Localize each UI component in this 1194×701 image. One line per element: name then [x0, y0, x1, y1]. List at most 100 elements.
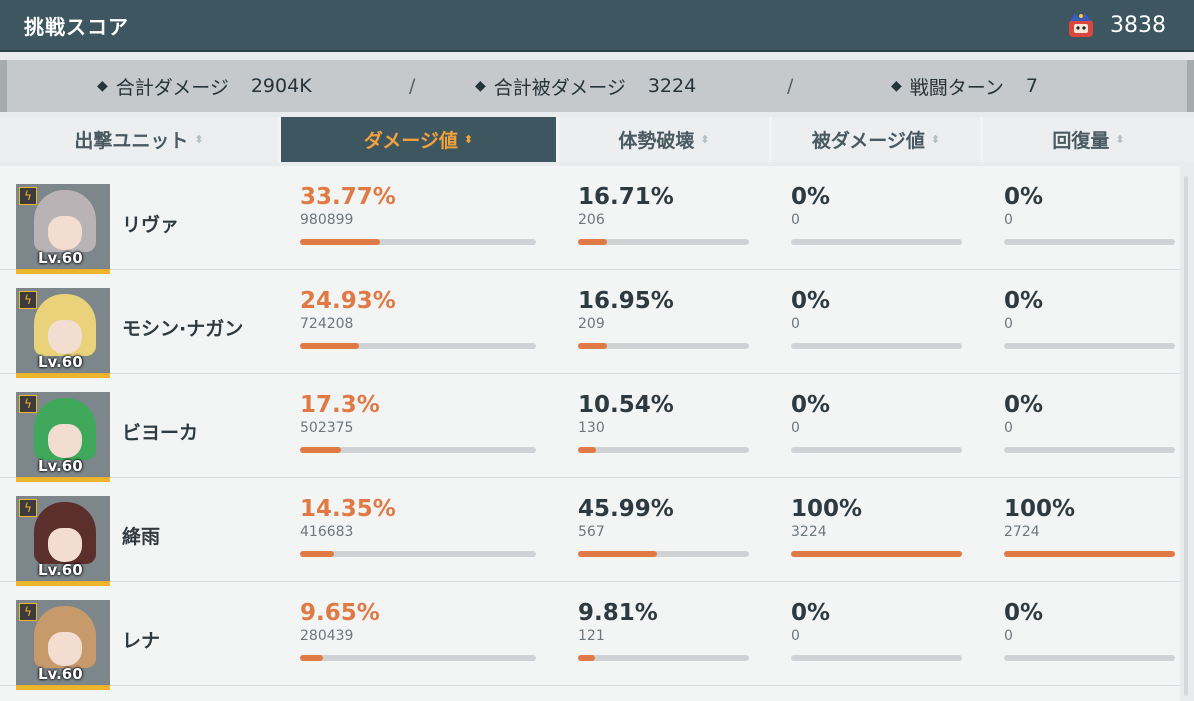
table-row[interactable]: ϟ Lv.60 リヴァ 33.77% 980899 16.71% 206 0% … — [0, 166, 1180, 274]
unit-level: Lv.60 — [38, 561, 83, 579]
taken-cell: 0% 0 — [791, 600, 830, 644]
unit-portrait: ϟ Lv.60 — [16, 184, 110, 274]
unit-portrait: ϟ Lv.60 — [16, 392, 110, 482]
break-cell: 9.81% 121 — [578, 600, 658, 644]
break-percent: 16.71% — [578, 184, 674, 210]
damage-bar — [300, 239, 536, 245]
heal-bar — [1004, 655, 1175, 661]
unit-name: ビヨーカ — [122, 422, 199, 444]
break-bar — [578, 551, 749, 557]
lightning-icon: ϟ — [19, 603, 37, 621]
break-value: 121 — [578, 628, 605, 644]
taken-cell: 100% 3224 — [791, 496, 862, 540]
damage-cell: 9.65% 280439 — [300, 600, 380, 644]
column-header-unit[interactable]: 出撃ユニット ⬍ — [0, 117, 278, 162]
break-bar — [578, 239, 749, 245]
heal-percent: 100% — [1004, 496, 1076, 522]
heal-value: 0 — [1004, 420, 1013, 436]
heal-percent: 0% — [1004, 600, 1044, 626]
progress-fill — [300, 343, 359, 349]
taken-bar — [791, 343, 962, 349]
unit-level: Lv.60 — [38, 353, 83, 371]
column-header-damage[interactable]: ダメージ値 ⬍ — [281, 117, 556, 162]
separator: / — [409, 75, 416, 97]
progress-fill — [578, 447, 597, 453]
progress-fill — [300, 655, 323, 661]
heal-cell: 100% 2724 — [1004, 496, 1075, 540]
taken-percent: 0% — [791, 184, 831, 210]
damage-bar — [300, 447, 536, 453]
damage-cell: 24.93% 724208 — [300, 288, 396, 332]
heal-value: 0 — [1004, 316, 1013, 332]
unit-portrait: ϟ Lv.60 — [16, 496, 110, 586]
damage-percent: 24.93% — [300, 288, 396, 314]
table-row[interactable]: ϟ Lv.60 レナ 9.65% 280439 9.81% 121 0% 0 0… — [0, 582, 1180, 690]
column-header-label: 回復量 — [1052, 130, 1110, 152]
column-header-heal[interactable]: 回復量 ⬍ — [983, 117, 1194, 162]
break-value: 130 — [578, 420, 605, 436]
separator: / — [787, 75, 794, 97]
total-taken-label: 合計被ダメージ — [493, 76, 626, 99]
title-bar: 挑戦スコア 3838 — [0, 0, 1194, 52]
damage-percent: 33.77% — [300, 184, 396, 210]
heal-percent: 0% — [1004, 392, 1044, 418]
break-cell: 16.95% 209 — [578, 288, 674, 332]
portrait-face — [48, 216, 82, 250]
turns-label: 戦闘ターン — [909, 76, 1004, 99]
break-cell: 10.54% 130 — [578, 392, 674, 436]
table-row[interactable]: ϟ Lv.60 絳雨 14.35% 416683 45.99% 567 100%… — [0, 478, 1180, 586]
taken-value: 0 — [791, 212, 800, 228]
portrait-face — [48, 632, 82, 666]
column-header-label: 被ダメージ値 — [811, 130, 925, 152]
break-cell: 16.71% 206 — [578, 184, 674, 228]
taken-percent: 100% — [791, 496, 863, 522]
progress-fill — [578, 551, 657, 557]
heal-value: 0 — [1004, 212, 1013, 228]
taken-percent: 0% — [791, 600, 831, 626]
progress-fill — [300, 239, 380, 245]
lightning-icon: ϟ — [19, 291, 37, 309]
progress-fill — [1004, 551, 1175, 557]
break-percent: 9.81% — [578, 600, 658, 626]
score-value: 3838 — [1110, 12, 1166, 38]
damage-value: 502375 — [300, 420, 354, 436]
break-value: 209 — [578, 316, 605, 332]
damage-percent: 14.35% — [300, 496, 396, 522]
total-damage-label: 合計ダメージ — [115, 76, 229, 99]
portrait-face — [48, 424, 82, 458]
scrollbar[interactable] — [1184, 176, 1188, 696]
taken-value: 3224 — [791, 524, 827, 540]
mascot-icon — [1066, 11, 1096, 39]
table-row[interactable]: ϟ Lv.60 ビヨーカ 17.3% 502375 10.54% 130 0% … — [0, 374, 1180, 482]
taken-bar — [791, 447, 962, 453]
portrait-face — [48, 320, 82, 354]
damage-percent: 9.65% — [300, 600, 380, 626]
progress-fill — [300, 551, 334, 557]
turns-value: 7 — [1025, 75, 1038, 97]
break-bar — [578, 447, 749, 453]
column-header-label: 体勢破壊 — [618, 130, 695, 152]
column-headers: 出撃ユニット ⬍ ダメージ値 ⬍ 体勢破壊 ⬍ 被ダメージ値 ⬍ 回復量 ⬍ — [0, 117, 1194, 162]
taken-value: 0 — [791, 316, 800, 332]
taken-bar — [791, 655, 962, 661]
turns-summary: ◆ 戦闘ターン 7 — [891, 73, 1038, 100]
damage-value: 980899 — [300, 212, 354, 228]
total-damage-value: 2904K — [250, 75, 312, 97]
table-row[interactable]: ϟ Lv.60 モシン·ナガン 24.93% 724208 16.95% 209… — [0, 270, 1180, 378]
sort-icon: ⬍ — [463, 133, 474, 146]
column-header-break[interactable]: 体勢破壊 ⬍ — [559, 117, 769, 162]
unit-name: レナ — [122, 630, 161, 652]
break-bar — [578, 655, 749, 661]
unit-name: リヴァ — [122, 214, 180, 236]
progress-fill — [578, 239, 607, 245]
score-table: ϟ Lv.60 リヴァ 33.77% 980899 16.71% 206 0% … — [0, 166, 1180, 701]
page-title: 挑戦スコア — [24, 14, 129, 39]
heal-percent: 0% — [1004, 288, 1044, 314]
column-header-taken[interactable]: 被ダメージ値 ⬍ — [772, 117, 980, 162]
damage-cell: 14.35% 416683 — [300, 496, 396, 540]
unit-name: モシン·ナガン — [122, 318, 244, 340]
lightning-icon: ϟ — [19, 499, 37, 517]
damage-cell: 33.77% 980899 — [300, 184, 396, 228]
column-header-label: ダメージ値 — [363, 130, 458, 152]
heal-bar — [1004, 239, 1175, 245]
